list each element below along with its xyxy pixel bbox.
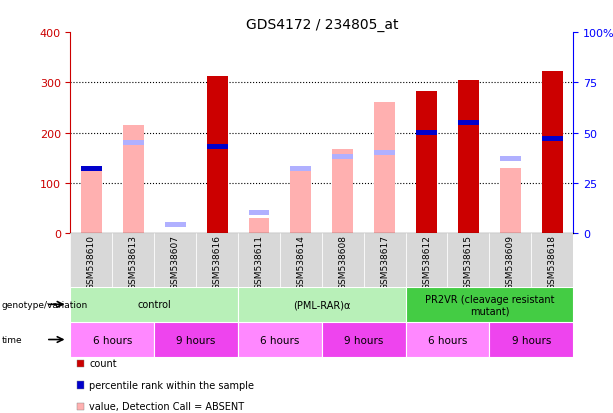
Text: 9 hours: 9 hours [344,335,383,345]
Text: GSM538616: GSM538616 [213,235,222,289]
Text: GSM538610: GSM538610 [87,235,96,289]
Text: 6 hours: 6 hours [93,335,132,345]
Text: control: control [137,299,171,310]
Bar [70,322,154,357]
Text: time: time [1,335,22,344]
Text: count: count [89,358,117,368]
Title: GDS4172 / 234805_at: GDS4172 / 234805_at [246,18,398,32]
Bar [123,141,144,146]
Text: GSM538613: GSM538613 [129,235,138,289]
Bar [447,233,489,287]
Text: genotype/variation: genotype/variation [1,300,88,309]
Bar [500,157,521,162]
Text: GSM538607: GSM538607 [170,235,180,289]
Bar [332,149,353,233]
Text: GSM538609: GSM538609 [506,235,515,289]
Bar [416,92,437,233]
Bar [542,141,563,233]
Bar [374,103,395,233]
Bar [531,233,573,287]
Bar [322,322,406,357]
Bar [332,155,353,160]
Bar [542,71,563,233]
Text: 6 hours: 6 hours [261,335,300,345]
Bar [207,77,227,233]
Text: (PML-RAR)α: (PML-RAR)α [293,299,351,310]
Text: PR2VR (cleavage resistant
mutant): PR2VR (cleavage resistant mutant) [425,294,554,316]
Text: GSM538612: GSM538612 [422,235,431,289]
Bar [489,233,531,287]
Bar [81,171,102,233]
Text: GSM538615: GSM538615 [464,235,473,289]
Bar [489,322,573,357]
Bar [207,148,227,233]
Text: GSM538611: GSM538611 [254,235,264,289]
Text: value, Detection Call = ABSENT: value, Detection Call = ABSENT [89,401,245,411]
Bar [70,233,112,287]
Bar [406,287,573,322]
Text: GSM538617: GSM538617 [380,235,389,289]
Bar [458,81,479,233]
Bar [458,121,479,126]
Bar [291,168,311,233]
Bar [291,167,311,172]
Bar [238,233,280,287]
Bar [542,137,563,142]
Text: 6 hours: 6 hours [428,335,467,345]
Bar [112,233,154,287]
Bar [374,151,395,156]
Text: GSM538608: GSM538608 [338,235,348,289]
Text: percentile rank within the sample: percentile rank within the sample [89,380,254,390]
Text: GSM538618: GSM538618 [547,235,557,289]
Bar [416,131,437,136]
Bar [154,322,238,357]
Text: GSM538614: GSM538614 [296,235,305,289]
Bar [81,167,102,172]
Text: 9 hours: 9 hours [177,335,216,345]
Bar [70,287,238,322]
Bar [123,126,144,233]
Bar [248,211,270,216]
Bar [248,218,270,233]
Bar [238,322,322,357]
Bar [238,287,406,322]
Bar [207,145,227,150]
Bar [322,233,364,287]
Bar [280,233,322,287]
Bar [406,233,447,287]
Bar [165,223,186,228]
Text: 9 hours: 9 hours [512,335,551,345]
Bar [196,233,238,287]
Bar [406,322,489,357]
Bar [364,233,406,287]
Bar [154,233,196,287]
Bar [500,168,521,233]
